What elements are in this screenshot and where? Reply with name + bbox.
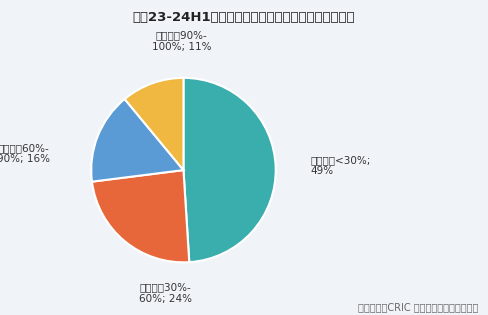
Text: 数据来源：CRIC 中国房地产决策咨询系统: 数据来源：CRIC 中国房地产决策咨询系统 xyxy=(358,302,478,312)
Wedge shape xyxy=(92,170,189,262)
Wedge shape xyxy=(183,78,276,262)
Text: 销售进度<30%;
49%: 销售进度<30%; 49% xyxy=(311,155,371,176)
Text: 销售进度60%-
90%; 16%: 销售进度60%- 90%; 16% xyxy=(0,143,50,164)
Text: 销售进度90%-
100%; 11%: 销售进度90%- 100%; 11% xyxy=(152,31,211,52)
Text: 销售进度30%-
60%; 24%: 销售进度30%- 60%; 24% xyxy=(139,283,191,304)
Text: 图：23-24H1成交宅地已开盘项目销售进度（按建面）: 图：23-24H1成交宅地已开盘项目销售进度（按建面） xyxy=(133,11,355,24)
Wedge shape xyxy=(124,78,183,170)
Wedge shape xyxy=(91,99,183,182)
